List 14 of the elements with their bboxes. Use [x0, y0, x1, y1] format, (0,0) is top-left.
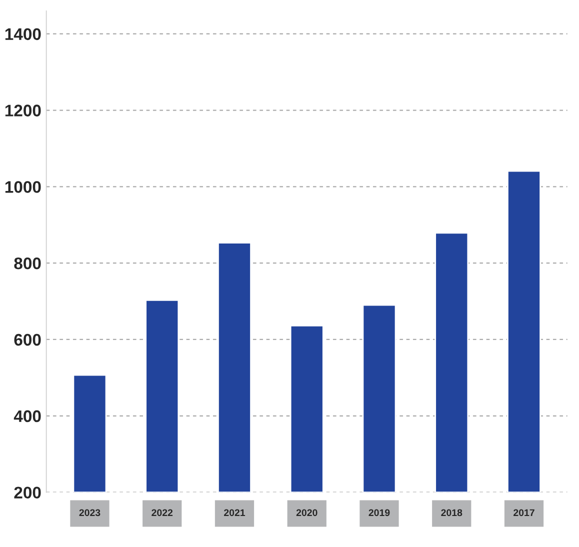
y-tick-label: 1400	[5, 28, 41, 40]
x-tick-label: 2018	[441, 509, 462, 516]
y-tick-label: 200	[14, 486, 41, 499]
y-tick-label: 1000	[5, 181, 41, 193]
y-tick-label: 600	[14, 334, 41, 346]
y-tick-label: 400	[14, 410, 41, 422]
x-tick-label: 2023	[79, 509, 100, 516]
y-tick-label: 1200	[5, 104, 41, 116]
y-tick-label: 800	[14, 257, 41, 270]
x-tick-label: 2021	[224, 509, 246, 516]
x-tick-label: 2019	[368, 509, 390, 516]
x-tick-label: 2020	[296, 509, 318, 516]
x-tick-label: 2022	[152, 509, 173, 516]
x-tick-label: 2017	[514, 509, 534, 516]
